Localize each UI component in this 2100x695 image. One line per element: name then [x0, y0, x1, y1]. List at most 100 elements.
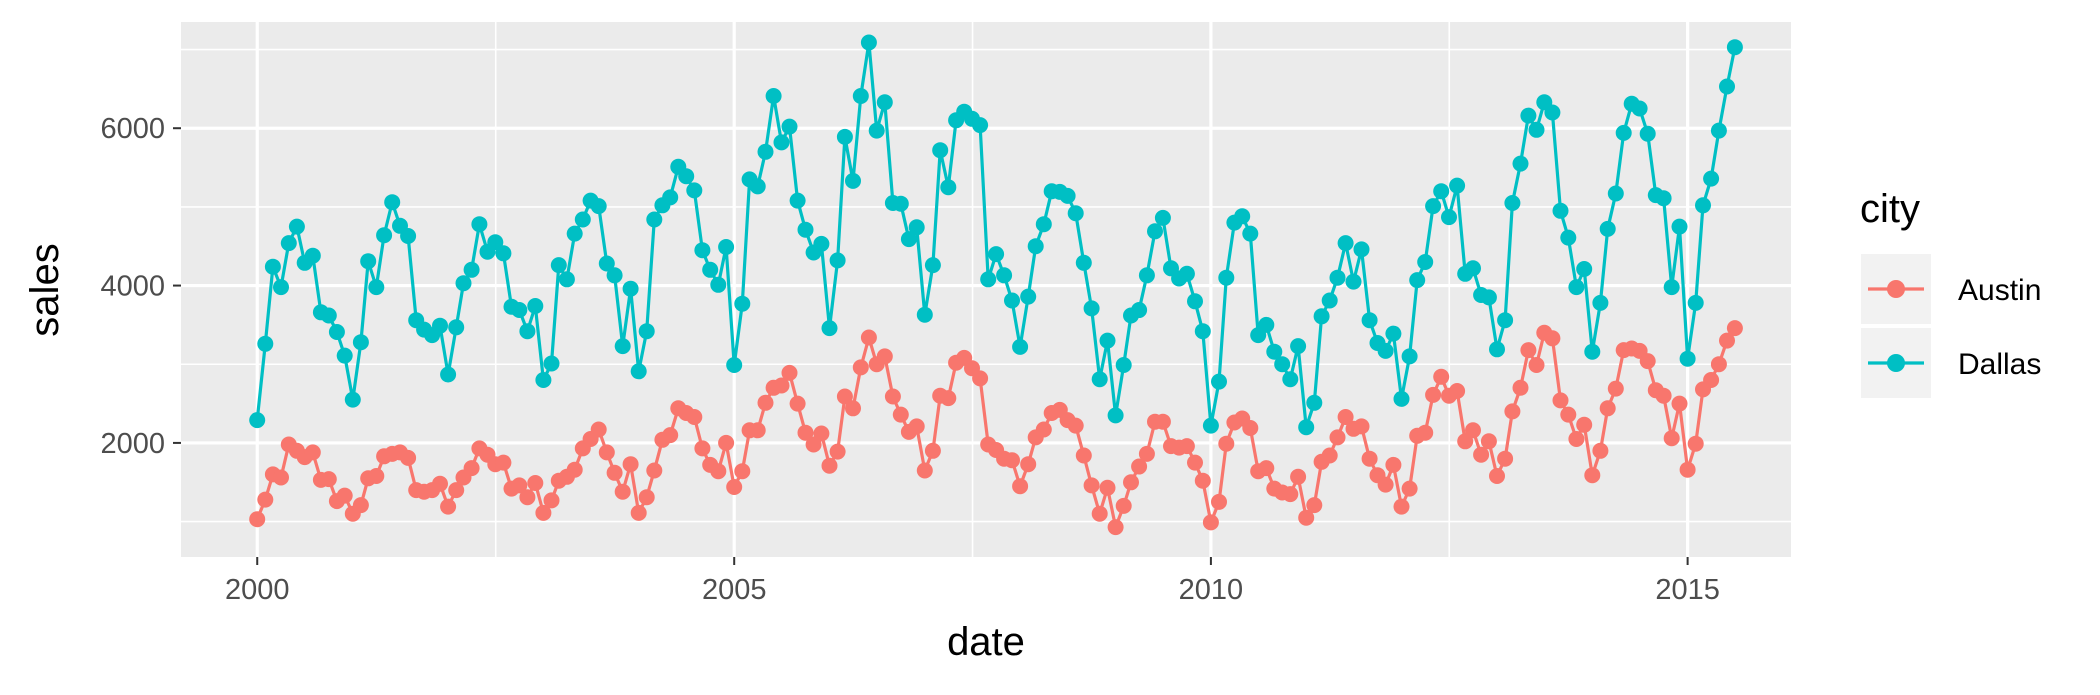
data-point-dallas — [1679, 350, 1696, 367]
data-point-austin — [1202, 514, 1219, 531]
data-point-dallas — [622, 280, 639, 297]
data-point-dallas — [249, 412, 266, 429]
data-point-dallas — [1345, 273, 1362, 290]
data-point-dallas — [384, 194, 401, 211]
data-point-austin — [852, 359, 869, 376]
y-tick-label: 4000 — [100, 271, 165, 303]
data-point-dallas — [765, 88, 782, 104]
data-point-dallas — [1012, 338, 1029, 355]
data-point-austin — [845, 400, 861, 417]
data-point-austin — [1489, 468, 1505, 484]
data-point-austin — [614, 483, 631, 500]
data-point-austin — [1035, 421, 1052, 438]
data-point-dallas — [773, 134, 790, 151]
data-point-austin — [1178, 438, 1195, 455]
y-tick-label: 2000 — [100, 428, 165, 460]
data-point-austin — [1123, 474, 1139, 491]
data-point-austin — [1425, 386, 1442, 403]
data-point-dallas — [1020, 288, 1037, 305]
data-point-austin — [860, 329, 877, 346]
data-point-dallas — [702, 261, 719, 278]
data-point-dallas — [813, 235, 830, 252]
data-point-austin — [336, 487, 353, 504]
data-point-dallas — [1726, 39, 1743, 56]
data-point-dallas — [1409, 272, 1426, 289]
data-point-austin — [320, 471, 337, 488]
data-point-austin — [1306, 497, 1323, 514]
data-point-dallas — [455, 275, 472, 292]
data-point-dallas — [1639, 125, 1656, 142]
data-point-austin — [781, 364, 798, 381]
data-point-dallas — [1290, 338, 1307, 355]
data-point-austin — [876, 348, 893, 365]
data-point-austin — [1584, 467, 1601, 484]
data-point-dallas — [892, 195, 909, 212]
data-point-dallas — [1274, 356, 1291, 373]
data-point-austin — [734, 463, 751, 480]
data-point-austin — [1719, 332, 1735, 349]
data-point-dallas — [1187, 293, 1203, 310]
data-point-dallas — [558, 271, 575, 288]
data-point-dallas — [344, 391, 361, 408]
data-point-dallas — [288, 218, 305, 235]
data-point-austin — [606, 464, 623, 481]
data-point-austin — [686, 409, 703, 425]
data-point-dallas — [1528, 121, 1545, 138]
data-point-austin — [1393, 498, 1410, 515]
data-point-dallas — [527, 298, 544, 314]
data-point-austin — [1639, 353, 1656, 370]
data-point-dallas — [1154, 209, 1171, 226]
data-point-dallas — [662, 189, 679, 206]
data-point-dallas — [1465, 260, 1481, 277]
data-point-austin — [916, 462, 933, 479]
data-point-austin — [630, 504, 647, 521]
series-layer — [249, 34, 1743, 536]
data-point-dallas — [1178, 265, 1195, 282]
data-point-austin — [1075, 447, 1092, 464]
data-point-austin — [1663, 430, 1680, 447]
data-point-dallas — [1615, 124, 1632, 141]
data-point-austin — [1187, 454, 1203, 471]
data-point-austin — [1131, 458, 1148, 475]
data-point-dallas — [352, 334, 369, 351]
data-point-dallas — [606, 267, 623, 284]
data-point-dallas — [1544, 104, 1561, 121]
data-point-austin — [1377, 476, 1394, 493]
data-point-dallas — [710, 276, 727, 293]
data-point-austin — [1417, 424, 1434, 441]
data-point-dallas — [1138, 267, 1155, 284]
data-point-austin — [1607, 380, 1624, 397]
legend-label-dallas: Dallas — [1958, 348, 2041, 381]
data-point-austin — [1504, 403, 1521, 420]
data-point-dallas — [1242, 225, 1259, 242]
data-point-austin — [1020, 456, 1037, 473]
data-point-dallas — [1441, 209, 1457, 226]
x-tick-label: 2015 — [1655, 574, 1720, 606]
data-point-austin — [797, 424, 814, 441]
data-point-dallas — [1321, 292, 1338, 309]
data-point-dallas — [257, 335, 274, 352]
data-point-austin — [1083, 477, 1100, 494]
data-point-dallas — [1719, 78, 1735, 95]
legend-key-point-dallas — [1887, 354, 1905, 372]
data-point-dallas — [821, 320, 838, 337]
data-point-austin — [749, 422, 766, 439]
data-point-dallas — [1592, 294, 1609, 311]
data-point-austin — [892, 406, 909, 423]
data-point-dallas — [1576, 261, 1593, 277]
data-point-austin — [590, 421, 607, 438]
data-point-dallas — [590, 198, 607, 215]
data-point-dallas — [836, 128, 853, 145]
data-point-austin — [646, 462, 663, 479]
data-point-austin — [535, 504, 552, 521]
data-point-dallas — [368, 279, 385, 296]
data-point-austin — [1473, 446, 1490, 463]
data-point-dallas — [1131, 302, 1148, 318]
data-point-dallas — [718, 239, 735, 255]
data-point-austin — [924, 442, 941, 459]
data-point-austin — [273, 469, 289, 486]
data-point-dallas — [749, 178, 766, 195]
data-point-dallas — [336, 347, 353, 364]
data-point-dallas — [1560, 229, 1577, 246]
data-point-austin — [1568, 431, 1585, 447]
